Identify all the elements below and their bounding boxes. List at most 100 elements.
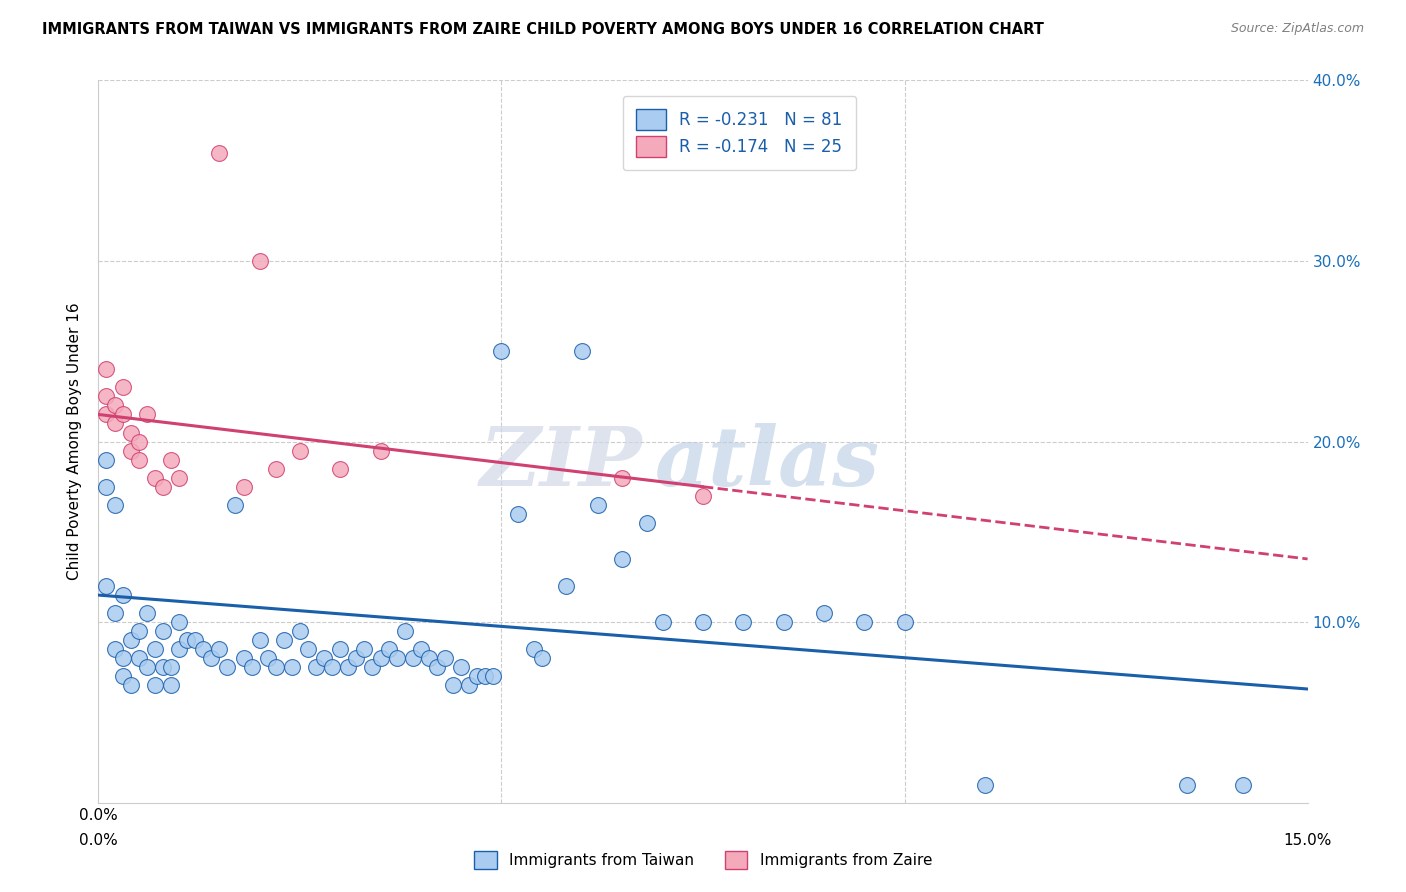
Point: [458, 678, 481, 692]
Point: [893, 615, 915, 630]
Point: [160, 678, 183, 692]
Point: [571, 344, 593, 359]
Point: [853, 615, 876, 630]
Point: [120, 678, 142, 692]
Point: [96, 579, 118, 593]
Point: [96, 389, 118, 403]
Point: [224, 498, 246, 512]
Point: [200, 651, 222, 665]
Point: [530, 651, 553, 665]
Point: [450, 660, 472, 674]
Point: [193, 642, 215, 657]
Point: [103, 642, 125, 657]
Point: [120, 443, 142, 458]
Point: [370, 651, 392, 665]
Point: [474, 669, 496, 683]
Point: [612, 552, 634, 566]
Point: [111, 380, 134, 394]
Point: [103, 398, 125, 412]
Y-axis label: Child Poverty Among Boys Under 16: Child Poverty Among Boys Under 16: [67, 302, 83, 581]
Text: ZIP: ZIP: [479, 423, 643, 503]
Point: [152, 624, 174, 639]
Point: [974, 778, 997, 792]
Point: [152, 480, 174, 494]
Point: [491, 344, 513, 359]
Point: [128, 452, 150, 467]
Point: [249, 254, 271, 268]
Point: [103, 498, 125, 512]
Point: [160, 660, 183, 674]
Point: [160, 452, 183, 467]
Point: [692, 615, 714, 630]
Point: [143, 471, 166, 485]
Point: [96, 362, 118, 376]
Point: [385, 651, 408, 665]
Point: [103, 606, 125, 620]
Point: [361, 660, 384, 674]
Point: [418, 651, 440, 665]
Point: [1232, 778, 1254, 792]
Point: [111, 651, 134, 665]
Point: [128, 651, 150, 665]
Point: [377, 642, 399, 657]
Point: [434, 651, 457, 665]
Legend: Immigrants from Taiwan, Immigrants from Zaire: Immigrants from Taiwan, Immigrants from …: [468, 845, 938, 875]
Point: [232, 651, 254, 665]
Point: [232, 480, 254, 494]
Point: [135, 660, 157, 674]
Point: [506, 507, 529, 521]
Point: [321, 660, 343, 674]
Text: IMMIGRANTS FROM TAIWAN VS IMMIGRANTS FROM ZAIRE CHILD POVERTY AMONG BOYS UNDER 1: IMMIGRANTS FROM TAIWAN VS IMMIGRANTS FRO…: [42, 22, 1045, 37]
Point: [111, 588, 134, 602]
Point: [482, 669, 505, 683]
Legend: R = -0.231   N = 81, R = -0.174   N = 25: R = -0.231 N = 81, R = -0.174 N = 25: [623, 95, 856, 169]
Point: [143, 678, 166, 692]
Point: [1175, 778, 1198, 792]
Point: [465, 669, 488, 683]
Point: [249, 633, 271, 648]
Point: [329, 642, 352, 657]
Point: [586, 498, 609, 512]
Point: [281, 660, 304, 674]
Text: atlas: atlas: [655, 423, 880, 503]
Point: [329, 461, 352, 475]
Point: [167, 471, 190, 485]
Point: [111, 408, 134, 422]
Point: [167, 615, 190, 630]
Point: [256, 651, 278, 665]
Point: [337, 660, 360, 674]
Point: [772, 615, 794, 630]
Point: [96, 452, 118, 467]
Point: [409, 642, 432, 657]
Point: [217, 660, 239, 674]
Point: [555, 579, 578, 593]
Point: [128, 434, 150, 449]
Point: [402, 651, 425, 665]
Point: [184, 633, 207, 648]
Point: [135, 606, 157, 620]
Point: [353, 642, 375, 657]
Point: [612, 471, 634, 485]
Text: 0.0%: 0.0%: [79, 833, 118, 848]
Point: [208, 145, 231, 160]
Point: [813, 606, 835, 620]
Point: [273, 633, 295, 648]
Text: 15.0%: 15.0%: [1284, 833, 1331, 848]
Point: [96, 480, 118, 494]
Point: [426, 660, 449, 674]
Point: [176, 633, 198, 648]
Point: [208, 642, 231, 657]
Point: [636, 516, 658, 530]
Point: [288, 624, 311, 639]
Point: [96, 408, 118, 422]
Point: [651, 615, 673, 630]
Point: [523, 642, 546, 657]
Point: [692, 489, 714, 503]
Text: Source: ZipAtlas.com: Source: ZipAtlas.com: [1230, 22, 1364, 36]
Point: [264, 461, 287, 475]
Point: [120, 425, 142, 440]
Point: [240, 660, 263, 674]
Point: [305, 660, 328, 674]
Point: [120, 633, 142, 648]
Point: [103, 417, 125, 431]
